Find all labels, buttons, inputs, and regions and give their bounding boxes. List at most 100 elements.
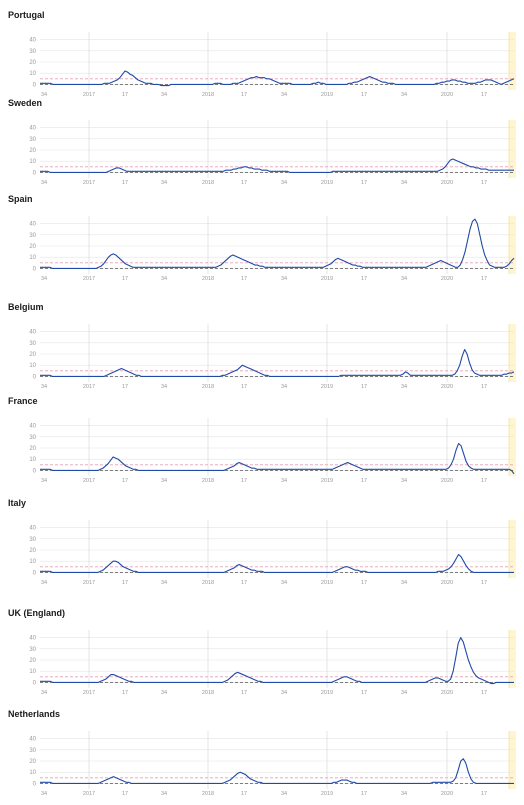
x-tick-label: 17 [122, 384, 128, 390]
x-tick-label: 17 [361, 384, 367, 390]
x-tick-label: 17 [361, 180, 367, 186]
y-tick-label: 20 [29, 548, 36, 554]
y-tick-label: 0 [33, 82, 37, 88]
x-tick-label: 17 [481, 690, 487, 696]
x-tick-label: 2018 [202, 690, 214, 696]
y-tick-label: 0 [33, 374, 37, 380]
y-tick-label: 20 [29, 352, 36, 358]
x-tick-label: 2019 [321, 791, 333, 797]
panel-title: Sweden [8, 98, 43, 108]
x-tick-label: 17 [481, 276, 487, 282]
series-line [40, 218, 515, 269]
recent-period-highlight [509, 120, 516, 178]
x-tick-label: 17 [122, 92, 128, 98]
panel-title: France [8, 396, 38, 406]
x-tick-label: 2018 [202, 92, 214, 98]
x-tick-label: 34 [161, 180, 167, 186]
line-chart: 40 30 20 10 0 34 2017 17 34 2018 17 34 2019 17 34 2020 1… [29, 520, 516, 586]
x-tick-label: 17 [241, 791, 247, 797]
x-tick-label: 34 [401, 791, 407, 797]
x-tick-label: 2020 [441, 276, 453, 282]
x-tick-label: 2019 [321, 92, 333, 98]
x-tick-label: 2018 [202, 580, 214, 586]
x-tick-label: 34 [161, 478, 167, 484]
panel-title: Spain [8, 194, 33, 204]
y-tick-label: 0 [33, 468, 37, 474]
x-tick-label: 34 [401, 690, 407, 696]
panel-title: Portugal [8, 10, 45, 20]
y-tick-label: 10 [29, 255, 36, 261]
y-tick-label: 40 [29, 330, 36, 336]
x-tick-label: 34 [401, 580, 407, 586]
x-tick-label: 17 [361, 478, 367, 484]
x-tick-label: 2018 [202, 791, 214, 797]
recent-period-highlight [509, 216, 516, 274]
x-tick-label: 17 [361, 690, 367, 696]
y-tick-label: 40 [29, 636, 36, 642]
x-tick-label: 34 [41, 580, 47, 586]
y-tick-label: 20 [29, 148, 36, 154]
x-tick-label: 17 [122, 478, 128, 484]
x-tick-label: 34 [41, 384, 47, 390]
x-tick-label: 17 [361, 276, 367, 282]
y-tick-label: 0 [33, 680, 37, 686]
x-tick-label: 2018 [202, 384, 214, 390]
y-tick-label: 10 [29, 457, 36, 463]
x-tick-label: 34 [41, 180, 47, 186]
y-tick-label: 30 [29, 748, 36, 754]
y-tick-label: 30 [29, 49, 36, 55]
y-tick-label: 30 [29, 341, 36, 347]
line-chart: 40 30 20 10 0 34 2017 17 34 2018 17 34 2019 17 34 2020 1… [29, 630, 516, 696]
x-tick-label: 34 [401, 384, 407, 390]
y-tick-label: 30 [29, 435, 36, 441]
x-tick-label: 17 [122, 580, 128, 586]
x-tick-label: 2018 [202, 180, 214, 186]
recent-period-highlight [509, 418, 516, 476]
x-tick-label: 34 [41, 478, 47, 484]
x-tick-label: 17 [122, 791, 128, 797]
line-chart: 40 30 20 10 0 34 2017 17 34 2018 17 34 2019 17 34 2020 1… [29, 120, 516, 186]
x-tick-label: 34 [281, 276, 287, 282]
recent-period-highlight [509, 32, 516, 90]
x-tick-label: 34 [41, 92, 47, 98]
x-tick-label: 34 [161, 690, 167, 696]
panel-title: Netherlands [8, 709, 61, 719]
y-tick-label: 40 [29, 424, 36, 430]
x-tick-label: 34 [281, 384, 287, 390]
x-tick-label: 17 [241, 580, 247, 586]
x-tick-label: 2017 [83, 92, 95, 98]
x-tick-label: 17 [241, 384, 247, 390]
line-chart: 40 30 20 10 0 34 2017 17 34 2018 17 34 2019 17 34 2020 1… [29, 32, 516, 98]
x-tick-label: 34 [401, 180, 407, 186]
y-tick-label: 10 [29, 363, 36, 369]
x-tick-label: 34 [281, 180, 287, 186]
x-tick-label: 2019 [321, 276, 333, 282]
x-tick-label: 17 [481, 180, 487, 186]
recent-period-highlight [509, 630, 516, 688]
x-tick-label: 2017 [83, 690, 95, 696]
y-tick-label: 40 [29, 222, 36, 228]
x-tick-label: 2020 [441, 384, 453, 390]
y-tick-label: 0 [33, 170, 37, 176]
x-tick-label: 2017 [83, 384, 95, 390]
x-tick-label: 17 [361, 791, 367, 797]
y-tick-label: 10 [29, 71, 36, 77]
x-tick-label: 2017 [83, 478, 95, 484]
x-tick-label: 34 [161, 580, 167, 586]
y-tick-label: 40 [29, 737, 36, 743]
y-tick-label: 40 [29, 126, 36, 132]
y-tick-label: 30 [29, 537, 36, 543]
x-tick-label: 34 [281, 791, 287, 797]
x-tick-label: 2018 [202, 478, 214, 484]
x-tick-label: 34 [281, 580, 287, 586]
x-tick-label: 2017 [83, 180, 95, 186]
y-tick-label: 40 [29, 526, 36, 532]
recent-period-highlight [509, 324, 516, 382]
x-tick-label: 17 [481, 92, 487, 98]
x-tick-label: 2019 [321, 180, 333, 186]
x-tick-label: 34 [41, 791, 47, 797]
series-line [40, 348, 515, 377]
series-line [40, 70, 515, 87]
x-tick-label: 17 [481, 580, 487, 586]
x-tick-label: 2020 [441, 580, 453, 586]
